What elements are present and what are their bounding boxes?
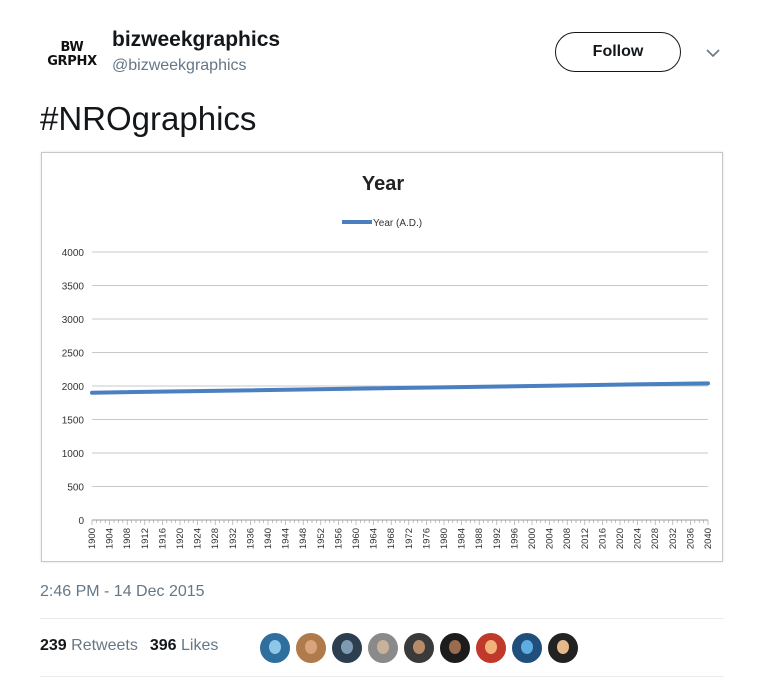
tweet-timestamp[interactable]: 2:46 PM - 14 Dec 2015 <box>40 583 205 600</box>
x-tick-label: 1904 <box>105 528 116 549</box>
liker-face <box>269 640 281 654</box>
x-tick-label: 1908 <box>122 528 133 549</box>
y-tick-label: 0 <box>78 516 84 527</box>
x-tick-label: 2008 <box>562 528 573 549</box>
liker-avatar[interactable] <box>511 632 543 664</box>
x-tick-label: 1912 <box>140 528 151 549</box>
x-tick-label: 1968 <box>386 528 397 549</box>
liker-face <box>557 640 569 654</box>
likes-count: 396 <box>149 637 177 654</box>
x-tick-label: 1988 <box>474 528 485 549</box>
x-tick-label: 1996 <box>509 528 520 549</box>
likes-stat[interactable]: 396 Likes <box>150 637 219 655</box>
x-tick-label: 1992 <box>492 528 503 549</box>
x-tick-label: 1972 <box>404 528 415 549</box>
series-line <box>90 381 710 395</box>
x-tick-label: 1920 <box>175 528 186 549</box>
liker-face <box>413 640 425 654</box>
y-tick-label: 1000 <box>62 449 85 460</box>
x-tick-label: 1940 <box>263 528 274 549</box>
x-tick-label: 1900 <box>87 528 98 549</box>
chart-title: Year <box>362 173 404 195</box>
liker-avatar[interactable] <box>475 632 507 664</box>
likes-label: Likes <box>181 637 219 654</box>
x-tick-label: 2004 <box>545 528 556 549</box>
x-tick-label: 1948 <box>298 528 309 549</box>
avatar-line2: GRPHX <box>47 54 97 69</box>
x-tick-label: 1928 <box>210 528 221 549</box>
retweets-label: Retweets <box>71 637 138 654</box>
user-handle[interactable]: @bizweekgraphics <box>112 57 247 74</box>
liker-face <box>305 640 317 654</box>
liker-face <box>341 640 353 654</box>
liker-face <box>449 640 461 654</box>
x-tick-label: 1976 <box>421 528 432 549</box>
x-tick-label: 1944 <box>281 528 292 549</box>
retweets-count: 239 <box>40 637 67 654</box>
x-tick-label: 2032 <box>668 528 679 549</box>
y-tick-label: 500 <box>67 483 84 494</box>
y-tick-label: 1500 <box>62 416 85 427</box>
avatar[interactable]: BW GRPHX <box>40 30 104 80</box>
x-tick-label: 2016 <box>597 528 608 549</box>
x-tick-label: 1984 <box>457 528 468 549</box>
liker-avatar[interactable] <box>547 632 579 664</box>
liker-avatar[interactable] <box>295 632 327 664</box>
avatar-line1: BW <box>60 40 84 55</box>
divider-bottom <box>40 676 724 677</box>
liker-avatars <box>259 632 583 664</box>
liker-avatar[interactable] <box>331 632 363 664</box>
divider-top <box>40 618 724 619</box>
y-tick-label: 2500 <box>62 349 85 360</box>
x-tick-label: 1952 <box>316 528 327 549</box>
x-tick-label: 2028 <box>650 528 661 549</box>
x-tick-label: 1916 <box>157 528 168 549</box>
line-chart: Year Year (A.D.) 0 500 1000 1500 2000 2500 300… <box>62 173 714 549</box>
liker-face <box>485 640 497 654</box>
chevron-down-icon[interactable] <box>704 44 722 62</box>
engagement-stats: 239 Retweets 396 Likes <box>40 637 218 655</box>
x-tick-label: 1964 <box>369 528 380 549</box>
legend-label: Year (A.D.) <box>373 218 422 229</box>
x-tick-label: 2040 <box>703 528 714 549</box>
x-tick-label: 1932 <box>228 528 239 549</box>
display-name[interactable]: bizweekgraphics <box>112 28 281 51</box>
chart-image[interactable]: Year Year (A.D.) 0 500 1000 1500 2000 2500 300… <box>41 152 723 562</box>
x-tick-label: 1936 <box>245 528 256 549</box>
x-tick-label: 2020 <box>615 528 626 549</box>
x-tick-label: 1980 <box>439 528 450 549</box>
liker-avatar[interactable] <box>439 632 471 664</box>
liker-face <box>521 640 533 654</box>
liker-avatar[interactable] <box>259 632 291 664</box>
x-tick-label: 2036 <box>685 528 696 549</box>
x-tick-label: 2000 <box>527 528 538 549</box>
tweet-text: #NROgraphics <box>40 100 257 137</box>
y-tick-label: 4000 <box>62 248 85 259</box>
retweets-stat[interactable]: 239 Retweets <box>40 637 138 655</box>
x-tick-label: 1956 <box>333 528 344 549</box>
y-tick-label: 2000 <box>62 382 85 393</box>
x-tick-label: 1924 <box>193 528 204 549</box>
liker-avatar[interactable] <box>367 632 399 664</box>
x-tick-label: 1960 <box>351 528 362 549</box>
x-tick-label: 2024 <box>633 528 644 549</box>
y-tick-label: 3500 <box>62 282 85 293</box>
x-tick-label: 2012 <box>580 528 591 549</box>
y-tick-label: 3000 <box>62 315 85 326</box>
liker-avatar[interactable] <box>403 632 435 664</box>
follow-button[interactable]: Follow <box>555 32 681 72</box>
liker-face <box>377 640 389 654</box>
